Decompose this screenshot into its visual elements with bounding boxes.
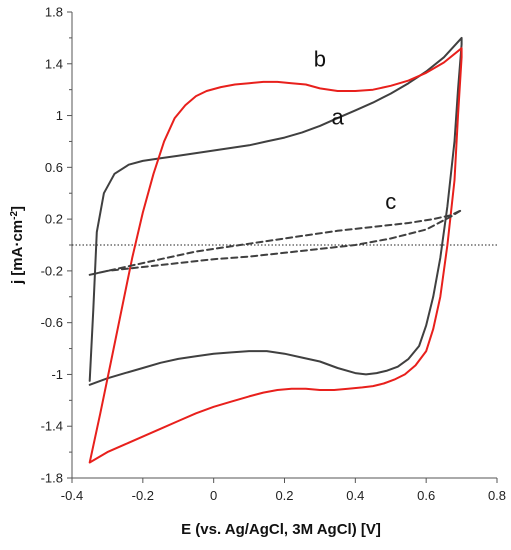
y-axis-title: j [mA·cm-2] [9, 206, 27, 285]
curve-labels: a b c [314, 46, 396, 213]
y-tick-label: -0.2 [41, 263, 63, 278]
series-c-line [88, 209, 463, 276]
x-tick-label: -0.2 [132, 488, 154, 503]
series-b-line [88, 47, 463, 464]
series-group [88, 36, 463, 464]
y-axis-title-end: ] [9, 206, 26, 211]
curve-label-c: c [385, 189, 396, 214]
curve-label-b: b [314, 46, 326, 71]
y-tick-label: -1.4 [41, 419, 63, 434]
y-tick-label: -0.6 [41, 315, 63, 330]
x-tick-label: -0.4 [61, 488, 83, 503]
x-tick-label: 0 [210, 488, 217, 503]
y-tick-label: 1.4 [45, 56, 63, 71]
x-tick-label: 0.8 [488, 488, 506, 503]
series-a-line [88, 36, 463, 386]
y-tick-label: -1.8 [41, 471, 63, 486]
x-tick-label: 0.6 [417, 488, 435, 503]
y-tick-label: 0.2 [45, 212, 63, 227]
y-tick-label: 1 [56, 108, 63, 123]
y-axis-title-exponent: -2 [9, 211, 20, 220]
curve-label-a: a [332, 105, 345, 130]
y-axis-title-main: j [mA·cm [9, 220, 26, 285]
x-tick-label: 0.2 [275, 488, 293, 503]
y-tick-label: -1 [51, 367, 63, 382]
axes: 1.8 1.4 1 0.6 0.2 -0.2 -0.6 -1 -1.4 -1.8 -0.4 -0.2 0… [41, 5, 506, 504]
y-tick-label: 1.8 [45, 5, 63, 20]
x-axis-title: E (vs. Ag/AgCl, 3M AgCl) [V] [181, 521, 381, 538]
x-tick-label: 0.4 [346, 488, 364, 503]
y-tick-label: 0.6 [45, 160, 63, 175]
